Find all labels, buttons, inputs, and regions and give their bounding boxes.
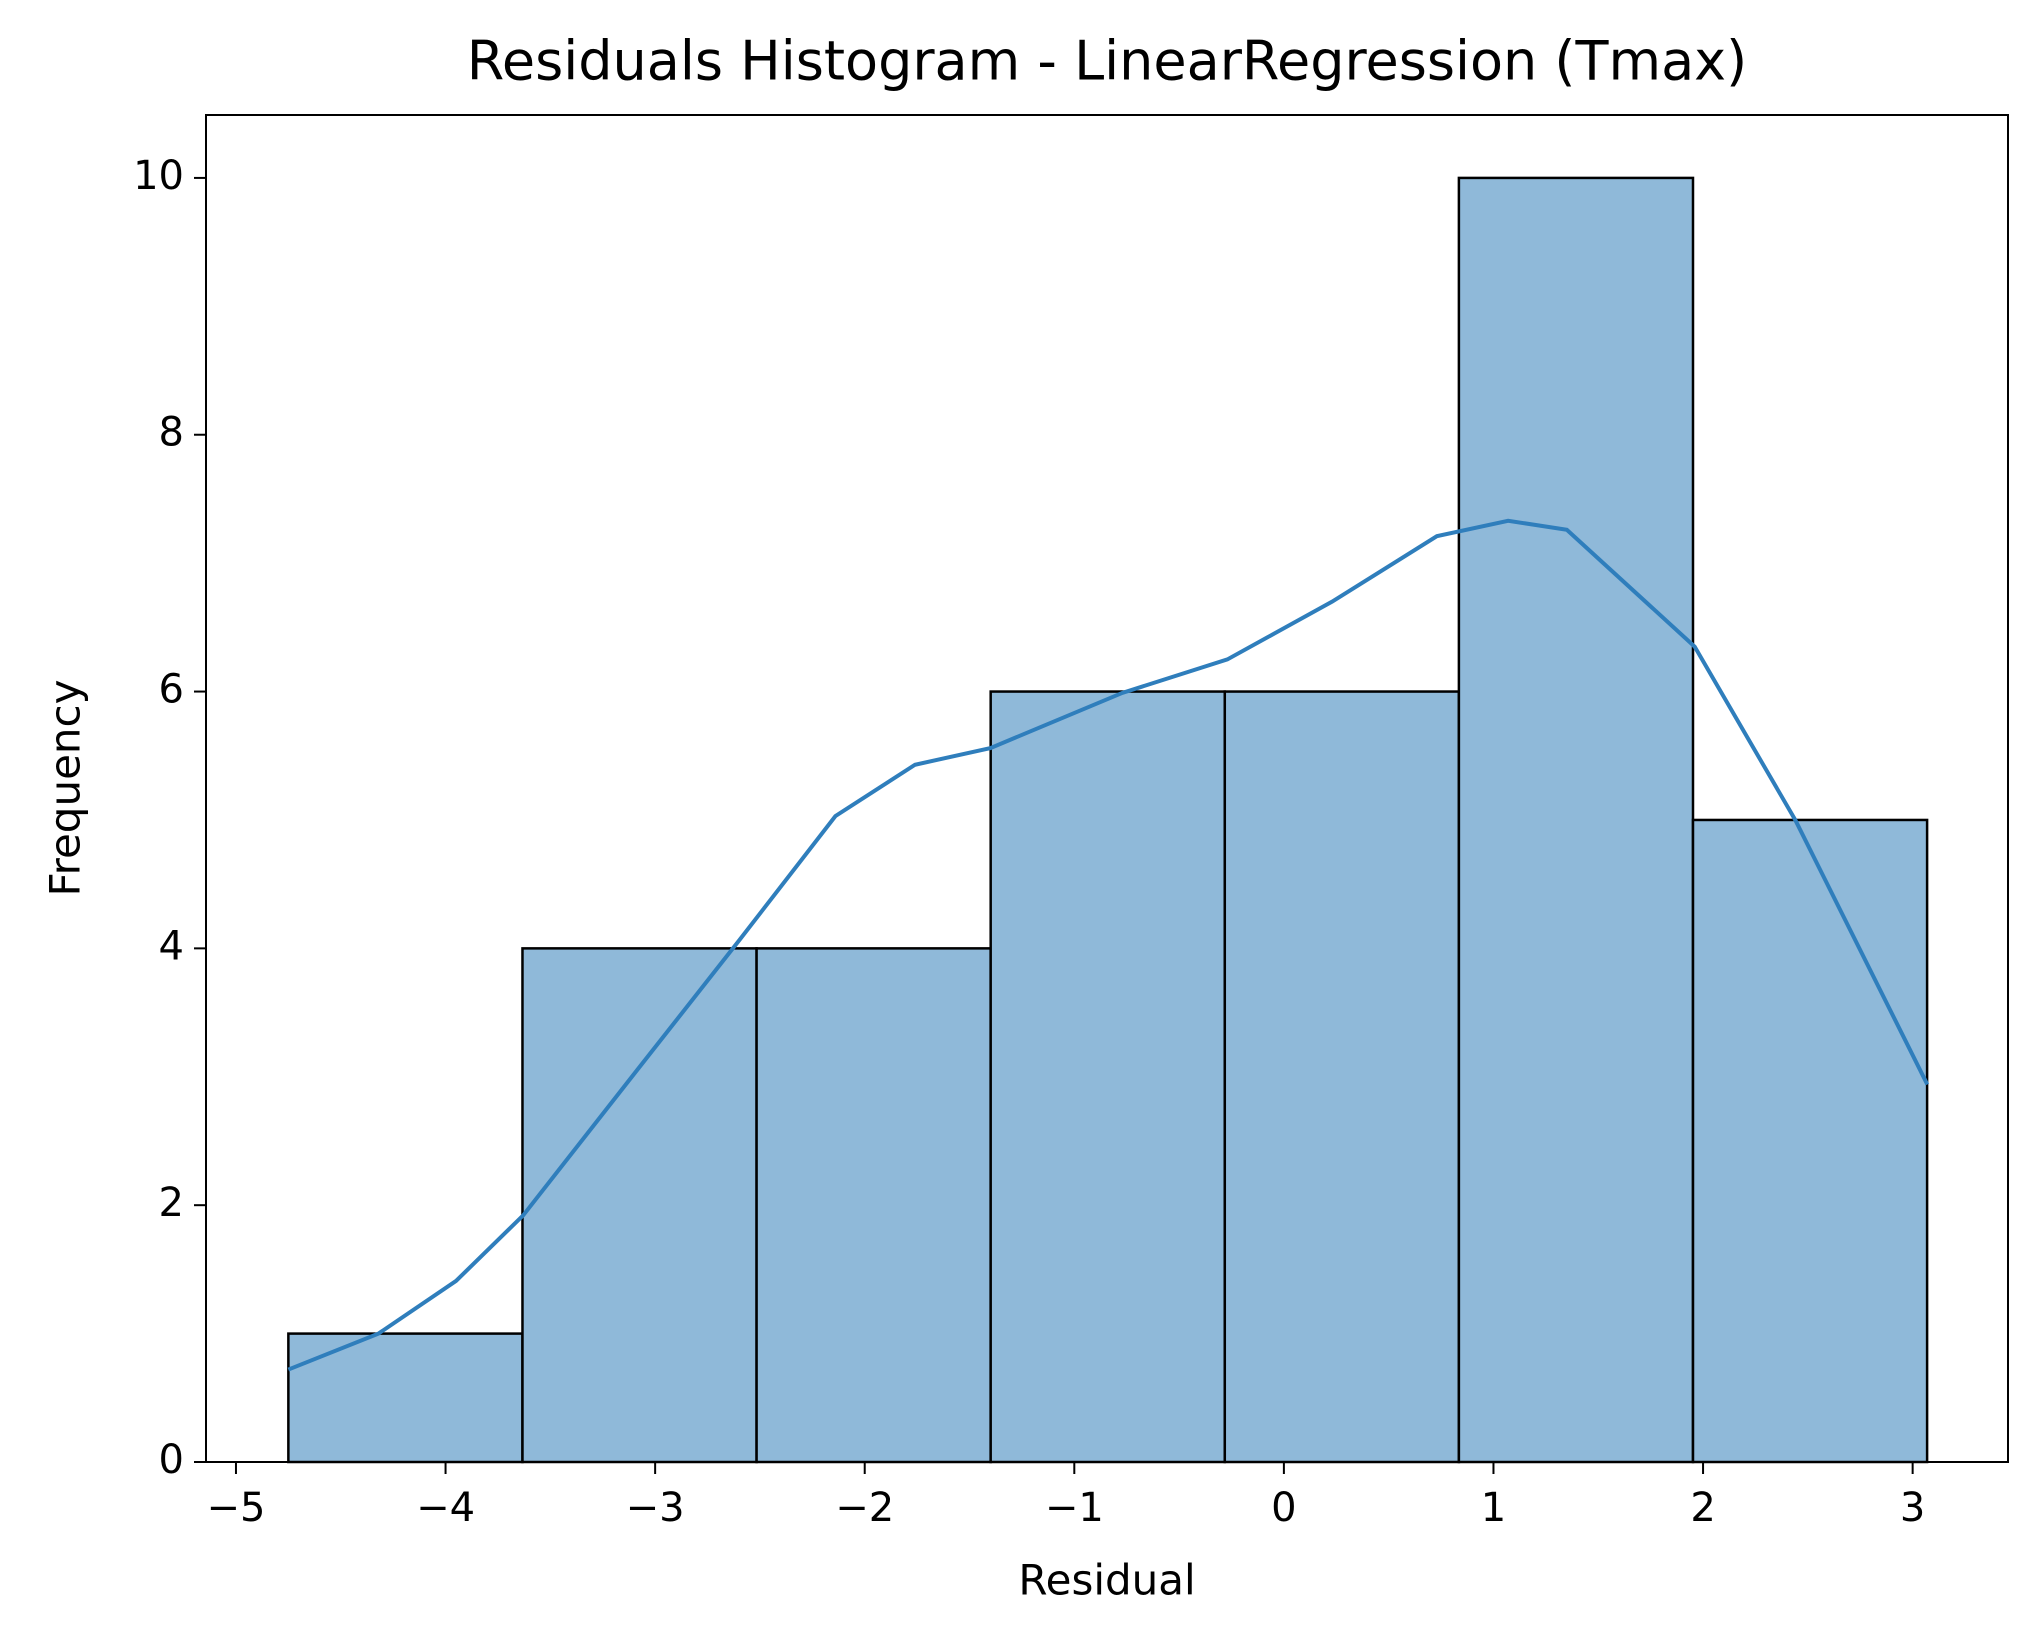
- x-tick-label: −4: [416, 1485, 475, 1531]
- x-tick-label: −1: [1045, 1485, 1104, 1531]
- kde-line: [287, 518, 1930, 1372]
- bar: [521, 947, 758, 1464]
- y-tick-label: 4: [159, 923, 184, 969]
- y-tick-label: 8: [159, 410, 184, 456]
- x-tick-label: −2: [835, 1485, 894, 1531]
- y-tick-label: 0: [159, 1437, 184, 1483]
- bar: [287, 1332, 524, 1464]
- x-tick-label: 0: [1271, 1485, 1296, 1531]
- bar: [1457, 176, 1695, 1464]
- x-tick-label: 1: [1481, 1485, 1506, 1531]
- y-tick-label: 6: [159, 667, 184, 713]
- x-axis-label: Residual: [1018, 1556, 1195, 1605]
- x-tick-label: −5: [206, 1485, 265, 1531]
- bar: [1691, 818, 1929, 1464]
- y-tick-label: 2: [159, 1180, 184, 1226]
- bar: [989, 690, 1227, 1464]
- axes-frame: [205, 114, 2009, 1463]
- bar: [1223, 690, 1461, 1464]
- x-tick-label: 2: [1690, 1485, 1715, 1531]
- chart-title: Residuals Histogram - LinearRegression (…: [467, 30, 1747, 93]
- bar: [755, 947, 992, 1464]
- y-tick-label: 10: [133, 153, 184, 199]
- y-axis-label: Frequency: [41, 680, 90, 897]
- x-tick-label: 3: [1900, 1485, 1925, 1531]
- x-tick-label: −3: [626, 1485, 685, 1531]
